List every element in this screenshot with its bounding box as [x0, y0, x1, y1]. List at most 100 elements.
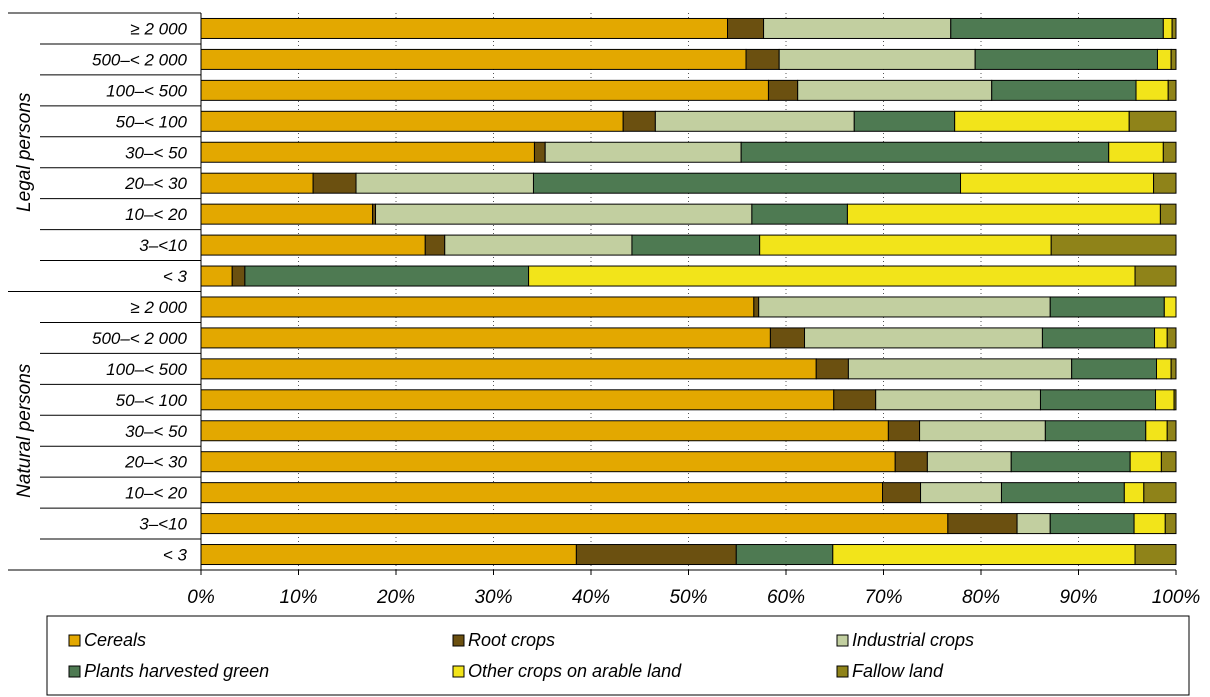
category-label: 3–<10 [139, 515, 187, 534]
bar-segment [1162, 141, 1177, 163]
category-label: 500–< 2 000 [92, 329, 188, 348]
bar-segment [926, 451, 1012, 473]
bar-segment [200, 420, 889, 442]
bar-segment [735, 544, 834, 566]
bar-segment [1171, 17, 1177, 39]
bar-segment [832, 544, 1136, 566]
bar-segment [1143, 482, 1177, 504]
bar-segment [1041, 327, 1156, 349]
bar-segment [200, 17, 728, 39]
bar-segment [575, 544, 737, 566]
bar-segment [200, 141, 535, 163]
legend-label: Plants harvested green [84, 661, 269, 681]
bar-segment [947, 513, 1018, 535]
bar-segment [200, 327, 771, 349]
bar-segment [1170, 358, 1177, 380]
legend-label: Other crops on arable land [468, 661, 682, 681]
bar-segment [200, 389, 835, 411]
bar-segment [1016, 513, 1051, 535]
bar-segment [1128, 110, 1177, 132]
legend-label: Industrial crops [852, 630, 974, 650]
bar-segment [1156, 48, 1172, 70]
x-tick-label: 40% [572, 587, 610, 608]
legend-swatch [836, 665, 849, 678]
bar-segment [200, 544, 577, 566]
category-label: 20–< 30 [124, 453, 187, 472]
bar-segment [1145, 420, 1168, 442]
x-tick-label: 10% [279, 587, 317, 608]
bar-segment [797, 79, 993, 101]
bar-segment [244, 265, 530, 287]
bar-segment [727, 17, 765, 39]
x-tick-label: 20% [376, 587, 415, 608]
bar-segment [763, 17, 952, 39]
bar-segment [200, 513, 949, 535]
bar-segment [745, 48, 780, 70]
bar-segment [528, 265, 1136, 287]
bar-segment [200, 451, 896, 473]
bar-segment [815, 358, 849, 380]
bar-segment [759, 234, 1052, 256]
bar-segment [1133, 513, 1166, 535]
bar-segment [200, 48, 747, 70]
legend-swatch [836, 634, 849, 647]
group-label: Legal persons [14, 92, 35, 212]
bar-segment [1153, 172, 1177, 194]
x-tick-label: 30% [474, 587, 512, 608]
bar-segment [1164, 513, 1177, 535]
bar-segment [847, 358, 1073, 380]
bar-segment [622, 110, 656, 132]
bar-segment [882, 482, 922, 504]
bar-segment [200, 79, 769, 101]
legend-swatch [452, 634, 465, 647]
bar-segment [200, 110, 624, 132]
legend-label: Root crops [468, 630, 555, 650]
bar-segment [1134, 544, 1177, 566]
category-label: < 3 [163, 546, 188, 565]
bar-segment [200, 482, 884, 504]
bar-segment [1000, 482, 1125, 504]
bar-segment [920, 482, 1002, 504]
category-label: ≥ 2 000 [130, 298, 187, 317]
bar-segment [375, 203, 753, 225]
x-tick-label: 70% [864, 587, 902, 608]
bar-segment [887, 420, 921, 442]
bar-segment [1049, 296, 1165, 318]
bar-segment [954, 110, 1130, 132]
bar-segment [1166, 420, 1177, 442]
bar-segment [200, 203, 374, 225]
bar-segment [231, 265, 246, 287]
bar-segment [1173, 389, 1177, 411]
bar-segment [1135, 79, 1169, 101]
x-tick-label: 0% [187, 587, 215, 608]
bar-segment [1162, 17, 1173, 39]
bar-segment [875, 389, 1041, 411]
x-tick-label: 100% [1152, 587, 1201, 608]
bar-segment [853, 110, 956, 132]
category-label: 20–< 30 [124, 174, 187, 193]
bar-segment [654, 110, 855, 132]
bar-segment [1039, 389, 1157, 411]
legend-label: Cereals [84, 630, 146, 650]
bar-segment [740, 141, 1110, 163]
bar-segment [1049, 513, 1135, 535]
category-label: ≥ 2 000 [130, 19, 187, 38]
legend-swatch [68, 634, 81, 647]
bar-segment [1123, 482, 1145, 504]
bar-segment [200, 358, 817, 380]
bar-segment [950, 17, 1164, 39]
legend-label: Fallow land [852, 661, 944, 681]
bar-segment [1010, 451, 1131, 473]
bar-segment [1160, 451, 1177, 473]
bar-segment [200, 172, 314, 194]
bar-segment [974, 48, 1158, 70]
category-label: 50–< 100 [116, 112, 188, 131]
legend-swatch [68, 665, 81, 678]
bar-segment [1166, 327, 1177, 349]
category-label: 100–< 500 [106, 360, 187, 379]
category-label: 500–< 2 000 [92, 50, 188, 69]
bar-segment [1044, 420, 1147, 442]
bar-segment [751, 203, 848, 225]
category-label: 10–< 20 [125, 484, 187, 503]
